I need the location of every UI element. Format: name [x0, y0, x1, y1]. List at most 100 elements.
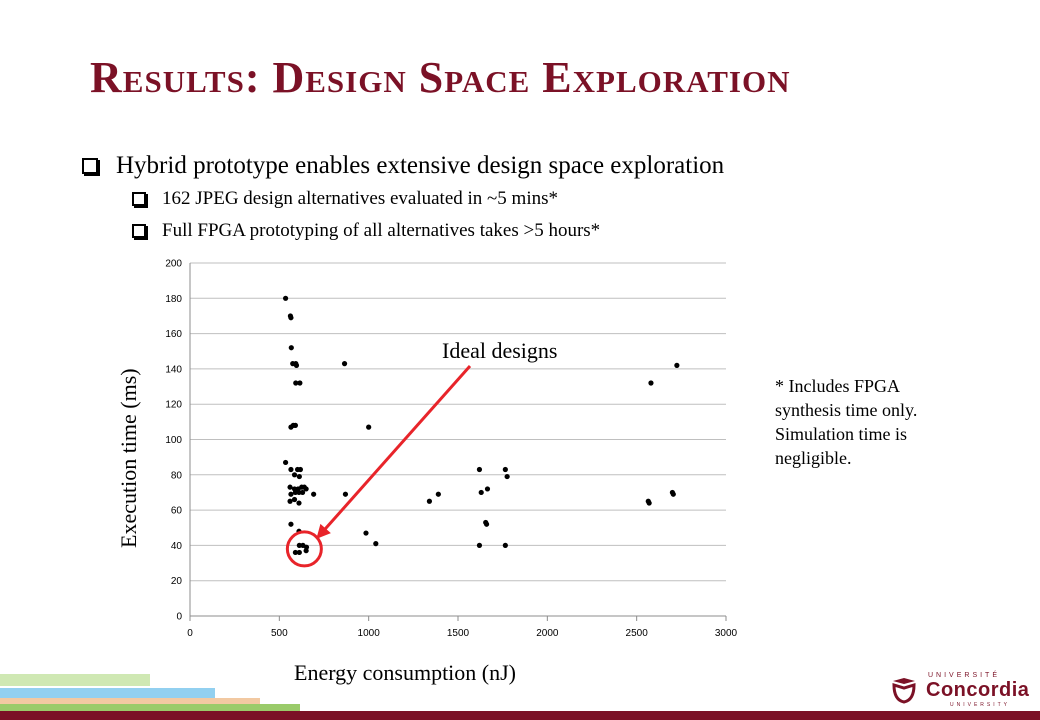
data-point: [291, 486, 298, 492]
data-point: [502, 542, 508, 549]
data-point: [296, 473, 302, 480]
x-axis-title: Energy consumption (nJ): [294, 660, 517, 685]
data-point: [293, 361, 299, 367]
data-point: [366, 424, 372, 430]
y-tick-label: 80: [171, 470, 183, 481]
data-point: [294, 466, 301, 473]
footer-stripe: [0, 704, 300, 711]
bullet-sub-1: 162 JPEG design alternatives evaluated i…: [132, 188, 558, 210]
footnote: * Includes FPGA synthesis time only. Sim…: [775, 376, 918, 468]
x-tick-label: 2000: [536, 628, 559, 639]
data-point: [299, 489, 306, 496]
data-point: [296, 528, 302, 534]
data-point: [669, 489, 676, 496]
ideal-designs-highlight-circle: [285, 530, 323, 568]
data-point: [291, 496, 298, 503]
data-point: [293, 362, 300, 368]
logo-bottom-text: UNIVERSITY: [950, 702, 1011, 708]
data-point: [288, 491, 294, 497]
x-tick-label: 500: [271, 628, 288, 639]
data-point: [373, 541, 379, 547]
data-point: [504, 473, 510, 480]
data-point: [297, 380, 303, 386]
bullet-sub-2-text: Full FPGA prototyping of all alternative…: [162, 220, 601, 241]
footer-stripe: [0, 688, 215, 700]
data-point: [282, 459, 289, 466]
data-point: [288, 424, 294, 430]
bullet-sub-1-text: 162 JPEG design alternatives evaluated i…: [162, 188, 559, 209]
data-point: [296, 500, 302, 506]
x-tick-label: 0: [187, 628, 193, 639]
checkbox-bullet-icon: [132, 224, 146, 238]
x-tick-label: 2500: [626, 628, 649, 639]
data-point: [303, 548, 309, 554]
y-tick-label: 0: [176, 612, 182, 623]
data-point: [674, 362, 680, 368]
footer-bar: [0, 711, 1040, 720]
data-point: [502, 466, 508, 473]
ideal-designs-label: Ideal designs: [442, 338, 558, 363]
bullet-sub-2: Full FPGA prototyping of all alternative…: [132, 220, 600, 242]
data-point: [296, 489, 302, 496]
data-point: [483, 521, 490, 527]
data-point: [363, 530, 369, 536]
data-point: [301, 484, 307, 490]
data-point: [288, 315, 294, 321]
data-point: [282, 295, 289, 301]
data-point: [342, 491, 349, 497]
data-point: [292, 549, 299, 556]
data-point: [300, 542, 306, 549]
x-tick-label: 1500: [447, 628, 470, 639]
bullet-main-text: Hybrid prototype enables extensive desig…: [116, 152, 725, 179]
data-point: [287, 313, 294, 319]
y-tick-label: 200: [165, 259, 182, 270]
concordia-emblem-icon: [892, 678, 916, 704]
y-tick-label: 40: [171, 541, 183, 552]
data-point: [311, 491, 317, 497]
arrowhead-icon: [316, 523, 331, 539]
y-tick-label: 60: [171, 506, 183, 517]
y-tick-label: 160: [165, 329, 182, 340]
data-point: [303, 544, 310, 550]
data-point: [426, 498, 433, 504]
data-point: [646, 500, 652, 506]
data-point: [299, 484, 305, 490]
data-point: [670, 491, 676, 497]
data-point: [295, 486, 301, 492]
slide-title: Results: Design Space Exploration: [90, 53, 791, 102]
data-point: [288, 345, 294, 351]
data-point: [296, 549, 302, 556]
data-point: [645, 498, 651, 504]
y-tick-label: 180: [165, 294, 182, 305]
y-axis-title: Execution time (ms): [116, 368, 141, 548]
data-point: [478, 489, 484, 496]
x-tick-label: 1000: [358, 628, 381, 639]
checkbox-bullet-icon: [132, 192, 146, 206]
ideal-designs-arrow: [315, 365, 472, 540]
data-point: [341, 361, 348, 367]
data-point: [297, 466, 304, 473]
data-point: [291, 472, 298, 478]
concordia-logo: UNIVERSITÉ Concordia UNIVERSITY: [890, 672, 1029, 708]
data-point: [476, 542, 483, 549]
data-point: [296, 542, 302, 549]
logo-name-text: Concordia: [926, 679, 1030, 701]
data-point: [287, 484, 293, 490]
bullet-main: Hybrid prototype enables extensive desig…: [82, 152, 724, 180]
data-point: [303, 486, 309, 492]
data-point: [287, 498, 293, 504]
data-point: [292, 422, 299, 428]
data-point: [484, 486, 491, 492]
x-tick-label: 3000: [715, 628, 738, 639]
data-point: [648, 380, 654, 386]
y-tick-label: 120: [165, 400, 182, 411]
data-point: [288, 521, 294, 527]
logo-top-text: UNIVERSITÉ: [928, 672, 1001, 679]
data-point: [290, 361, 296, 367]
data-point: [293, 380, 299, 386]
data-point: [288, 466, 294, 473]
data-point: [292, 489, 299, 496]
footer-stripe: [0, 674, 150, 686]
data-point: [435, 491, 441, 497]
y-tick-label: 140: [165, 364, 182, 375]
